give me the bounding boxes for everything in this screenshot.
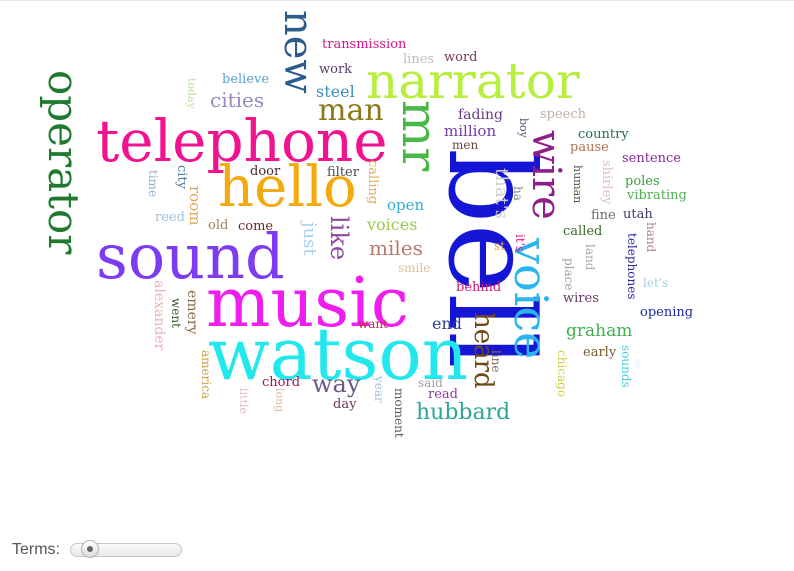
cloud-word[interactable]: steel [316,82,355,101]
cloud-word[interactable]: place [562,258,576,291]
cloud-word[interactable]: sentence [622,151,682,166]
cloud-word[interactable]: telephones [625,233,639,300]
cloud-word[interactable]: fine [591,208,616,223]
cloud-word[interactable]: wires [563,291,599,306]
cloud-word[interactable]: like [325,216,353,261]
cloud-word[interactable]: smile [398,261,431,275]
cloud-word[interactable]: utah [623,207,653,222]
cloud-word[interactable]: million [444,122,497,140]
cloud-word[interactable]: lines [403,52,435,67]
cloud-word[interactable]: transmission [322,37,407,52]
cloud-word[interactable]: music [206,264,410,343]
terms-label: Terms: [12,541,60,558]
terms-slider-thumb[interactable] [81,540,99,558]
cloud-word[interactable]: operator [39,70,88,255]
cloud-word[interactable]: wire [523,130,569,220]
cloud-word[interactable]: long [273,388,286,413]
cloud-word[interactable]: year [372,376,386,403]
cloud-word[interactable]: hand [644,222,658,253]
cloud-word[interactable]: went [169,298,183,328]
cloud-word[interactable]: st [494,239,505,253]
cloud-word[interactable]: shirley [599,160,614,205]
cloud-word[interactable]: human [571,165,584,204]
cloud-word[interactable]: pause [570,140,609,155]
cloud-word[interactable]: behind [456,280,502,295]
cloud-word[interactable]: moment [392,388,406,438]
cloud-word[interactable]: heard [468,312,498,389]
cloud-word[interactable]: sound [96,220,285,293]
cloud-word[interactable]: voice [504,238,558,360]
cloud-word[interactable]: narrator [366,52,580,110]
cloud-word[interactable]: opening [640,305,694,320]
cloud-word[interactable]: believe [222,72,270,87]
cloud-word[interactable]: fading [458,107,503,123]
cloud-word[interactable]: open [387,196,425,214]
cloud-word[interactable]: alexander [151,280,167,351]
cloud-word[interactable]: chord [262,375,301,390]
cloud-word[interactable]: early [583,345,617,360]
top-border [0,0,794,1]
cloud-word[interactable]: miles [369,236,423,260]
cloud-word[interactable]: line [489,350,503,373]
cloud-word[interactable]: reed [155,210,185,225]
cloud-word[interactable]: watson [208,312,469,396]
cloud-word[interactable]: hubbard [416,400,511,425]
cloud-word[interactable]: ha [511,186,525,201]
cloud-word[interactable]: sounds [619,345,633,388]
cloud-word[interactable]: speech [540,107,587,122]
cloud-word[interactable]: country [578,127,629,142]
cloud-word[interactable]: voices [367,215,418,234]
cloud-word[interactable]: filter [327,165,359,180]
cloud-word[interactable]: little [237,388,250,414]
cloud-word[interactable]: chicago [555,350,569,398]
cloud-word[interactable]: work [319,62,353,77]
cloud-word[interactable]: cities [210,88,265,112]
cloud-word[interactable]: bell [422,148,560,369]
cloud-word[interactable]: america [199,350,213,400]
cloud-word[interactable]: end [432,314,463,333]
cloud-word[interactable]: poles [625,174,660,189]
cloud-word[interactable]: day [333,397,357,412]
cloud-word[interactable]: new [275,10,321,94]
cloud-word[interactable]: hello [218,155,357,220]
cloud-word[interactable]: graham [566,321,633,341]
cloud-word[interactable]: telephone [96,107,388,175]
cloud-word[interactable]: emery [184,290,200,335]
terms-control: Terms: [12,540,182,560]
cloud-word[interactable]: word [444,50,478,65]
cloud-word[interactable]: mr [391,100,449,172]
cloud-word[interactable]: want [358,317,388,331]
terms-slider[interactable] [70,540,182,558]
cloud-word[interactable]: time [146,170,160,198]
cloud-word[interactable]: called [563,224,603,239]
cloud-word[interactable]: it's [513,234,527,253]
word-cloud: bell watson music sound telephone hello narrat… [39,10,694,438]
cloud-word[interactable]: just [299,222,320,256]
cloud-word[interactable]: calling [365,160,380,205]
cloud-word[interactable]: old [208,218,229,233]
cloud-word[interactable]: come [238,219,274,234]
cloud-word[interactable]: vibrating [627,188,687,203]
cloud-word[interactable]: today [185,78,198,109]
cloud-word[interactable]: said [418,376,443,390]
cloud-word[interactable]: city [174,165,189,190]
cloud-word[interactable]: let's [643,276,669,290]
cloud-word[interactable]: land [583,244,597,271]
cloud-word[interactable]: way [312,370,361,398]
cloud-word[interactable]: read [428,387,458,402]
cloud-word[interactable]: that's [491,168,512,219]
cloud-word[interactable]: room [186,186,204,226]
cloud-word[interactable]: door [250,164,281,179]
cloud-word[interactable]: men [452,138,479,152]
cloud-word[interactable]: man [318,93,384,128]
cloud-word[interactable]: boy [517,118,530,138]
